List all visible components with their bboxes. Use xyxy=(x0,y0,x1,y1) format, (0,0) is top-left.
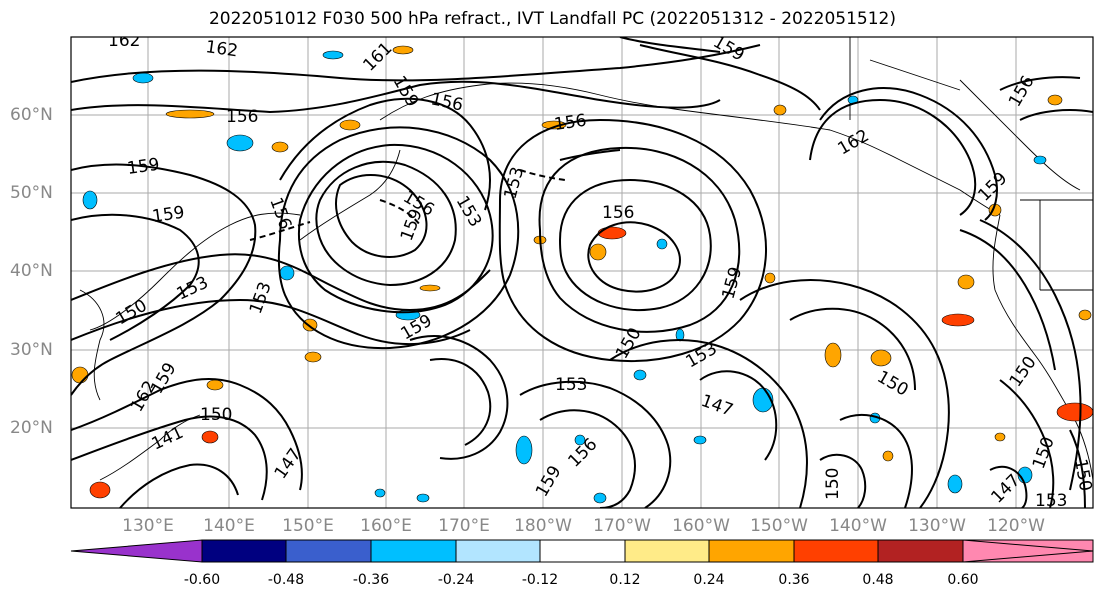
lat-label: 50°N xyxy=(10,183,53,203)
colorbar-segment xyxy=(539,539,626,563)
contour-label: 159 xyxy=(397,206,427,243)
contour-label: 159 xyxy=(719,265,747,302)
shaded-anomalies xyxy=(71,45,1093,504)
colorbar-segment xyxy=(455,539,541,563)
contour-label: 156 xyxy=(553,111,588,135)
contour-label: 159 xyxy=(126,155,161,179)
contour-label: 156 xyxy=(564,434,601,471)
contour-label: 153 xyxy=(246,279,276,316)
lon-label: 130°W xyxy=(908,516,966,536)
contour-label: 153 xyxy=(555,375,587,395)
lon-label: 120°W xyxy=(987,516,1045,536)
contour-label: 153 xyxy=(1035,491,1067,511)
colorbar-segment xyxy=(285,539,372,563)
contour-label: 141 xyxy=(149,423,187,455)
contour-label: 161 xyxy=(359,38,396,75)
contour-label: 156 xyxy=(226,107,258,127)
contour-label: 156 xyxy=(429,89,465,115)
contour-label: 150 xyxy=(113,296,151,330)
colorbar-tick-label: 0.48 xyxy=(862,572,894,588)
contour-lines xyxy=(71,37,1093,508)
contour-label: 150 xyxy=(1029,434,1059,471)
lat-label: 30°N xyxy=(10,340,53,360)
contour-label: 156 xyxy=(265,195,295,232)
contour-label: 153 xyxy=(683,339,721,373)
colorbar-segment xyxy=(370,539,457,563)
colorbar-tick-label: -0.60 xyxy=(183,572,221,588)
map-gridlines xyxy=(71,37,1093,508)
contour-label: 159 xyxy=(151,203,186,227)
contour-label: 159 xyxy=(532,462,566,500)
colorbar-tick-label: 0.24 xyxy=(693,572,725,588)
contour-label: 162 xyxy=(835,126,873,160)
map-title: 2022051012 F030 500 hPa refract., IVT La… xyxy=(208,9,896,29)
lon-label: 170°E xyxy=(438,516,490,536)
contour-label: 162 xyxy=(108,31,140,51)
colorbar-segment xyxy=(793,539,879,563)
lon-label: 140°W xyxy=(829,516,887,536)
map-frame xyxy=(70,36,1094,509)
contour-label: 150 xyxy=(823,468,843,500)
colorbar-segment xyxy=(708,539,795,563)
lon-label: 170°W xyxy=(593,516,651,536)
contour-label: 153 xyxy=(174,273,212,305)
colorbar-segment xyxy=(70,539,203,563)
colorbar xyxy=(70,539,1094,563)
lon-label: 150°W xyxy=(750,516,808,536)
contour-label: 162 xyxy=(204,37,239,61)
lon-label: 160°W xyxy=(672,516,730,536)
contour-label: 147 xyxy=(698,391,735,421)
lat-label: 20°N xyxy=(10,418,53,438)
colorbar-tick-label: -0.12 xyxy=(521,572,559,588)
contour-label: 159 xyxy=(974,168,1011,205)
lat-label: 60°N xyxy=(10,105,53,125)
contour-label: 156 xyxy=(602,203,634,223)
lat-label: 40°N xyxy=(10,261,53,281)
colorbar-tick-label: -0.24 xyxy=(437,572,475,588)
colorbar-tick-label: 0.36 xyxy=(778,572,810,588)
colorbar-tick-label: -0.36 xyxy=(352,572,390,588)
colorbar-segment xyxy=(877,539,964,563)
contour-label: 153 xyxy=(452,193,486,231)
lon-label: 130°E xyxy=(122,516,174,536)
colorbar-tick-label: -0.48 xyxy=(267,572,305,588)
contour-label: 156 xyxy=(1005,72,1039,110)
lon-label: 150°E xyxy=(282,516,334,536)
lon-label: 180°W xyxy=(514,516,572,536)
contour-label: 150 xyxy=(1006,353,1041,391)
colorbar-tick-label: 0.12 xyxy=(609,572,641,588)
colorbar-segment xyxy=(201,539,287,563)
contour-label: 150 xyxy=(1070,457,1095,492)
colorbar-segment xyxy=(962,539,1094,563)
colorbar-segment xyxy=(624,539,710,563)
lon-label: 160°E xyxy=(360,516,412,536)
contour-label: 150 xyxy=(200,405,232,425)
colorbar-tick-label: 0.60 xyxy=(947,572,979,588)
contour-label: 150 xyxy=(874,367,912,401)
lon-label: 140°E xyxy=(203,516,255,536)
